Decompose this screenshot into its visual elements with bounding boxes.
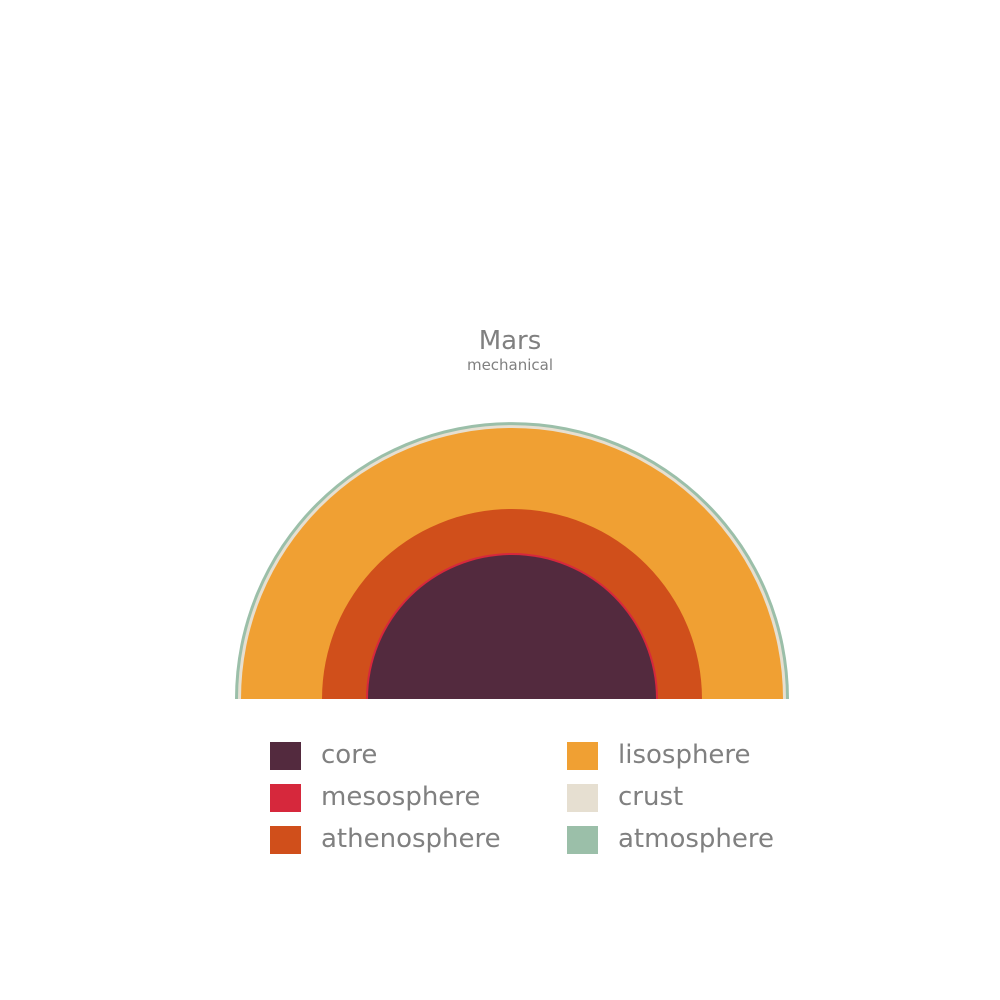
- legend-column-left: core mesosphere athenosphere: [270, 735, 570, 861]
- legend-item-mesosphere: mesosphere: [270, 777, 570, 819]
- legend-swatch-core: [270, 742, 301, 770]
- legend-label-atmosphere: atmosphere: [618, 824, 774, 854]
- core-layer: [368, 555, 656, 699]
- legend-swatch-mesosphere: [270, 784, 301, 812]
- legend-swatch-atmosphere: [567, 826, 598, 854]
- legend-label-core: core: [321, 740, 378, 770]
- legend-item-core: core: [270, 735, 570, 777]
- diagram-title: Mars: [478, 326, 542, 356]
- legend-column-right: lisosphere crust atmosphere: [567, 735, 867, 861]
- legend-swatch-crust: [567, 784, 598, 812]
- legend-item-atmosphere: atmosphere: [567, 819, 867, 861]
- legend-label-mesosphere: mesosphere: [321, 782, 481, 812]
- legend-item-lisosphere: lisosphere: [567, 735, 867, 777]
- diagram-subtitle: mechanical: [466, 356, 554, 374]
- legend-swatch-lisosphere: [567, 742, 598, 770]
- legend-item-crust: crust: [567, 777, 867, 819]
- legend-item-athenosphere: athenosphere: [270, 819, 570, 861]
- legend-swatch-athenosphere: [270, 826, 301, 854]
- legend-label-lisosphere: lisosphere: [618, 740, 751, 770]
- legend-label-athenosphere: athenosphere: [321, 824, 501, 854]
- legend-label-crust: crust: [618, 782, 684, 812]
